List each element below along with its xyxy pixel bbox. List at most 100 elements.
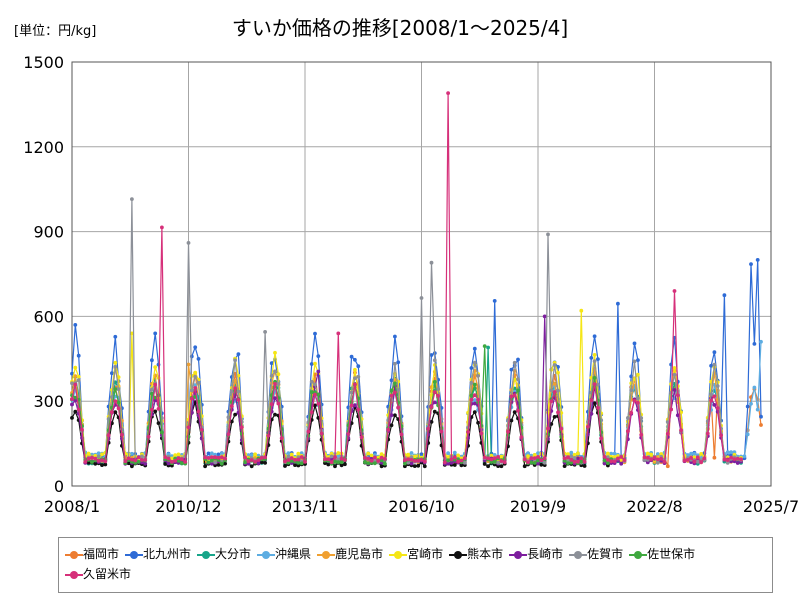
data-point <box>259 460 264 465</box>
data-point <box>432 380 437 384</box>
data-point <box>313 403 317 408</box>
data-point <box>193 370 198 375</box>
data-point <box>296 461 301 465</box>
data-point <box>150 387 154 392</box>
data-point <box>725 461 730 465</box>
data-point <box>692 459 697 464</box>
data-point <box>349 403 354 408</box>
data-point <box>422 459 427 464</box>
data-point <box>136 460 141 464</box>
data-point <box>113 399 118 403</box>
data-point <box>73 398 78 403</box>
data-point <box>429 420 434 424</box>
data-point <box>446 455 450 459</box>
data-point <box>150 407 154 412</box>
data-point <box>289 452 294 457</box>
data-point <box>173 453 178 458</box>
data-point <box>715 384 720 388</box>
data-point <box>596 406 600 410</box>
data-point <box>83 460 88 464</box>
data-point <box>709 363 713 368</box>
data-point <box>70 397 74 401</box>
data-point <box>236 389 241 394</box>
data-point <box>93 456 98 461</box>
data-point <box>353 376 357 381</box>
data-point <box>160 225 164 230</box>
data-point <box>273 350 277 355</box>
data-point <box>476 374 480 378</box>
data-point <box>572 452 577 457</box>
data-point <box>389 423 394 428</box>
data-point <box>163 455 168 460</box>
data-point <box>336 460 341 465</box>
data-point <box>113 387 118 391</box>
series-line <box>71 341 762 459</box>
x-tick-label: 2013/11 <box>272 497 338 516</box>
data-point <box>509 418 514 423</box>
data-point <box>602 455 607 459</box>
data-point <box>73 395 78 400</box>
data-point <box>90 455 94 460</box>
data-point <box>516 377 520 382</box>
data-point <box>193 374 198 379</box>
data-point <box>589 356 594 360</box>
data-point <box>323 457 327 462</box>
data-point <box>705 431 710 436</box>
data-point <box>529 460 534 465</box>
data-point <box>379 452 384 456</box>
data-point <box>556 388 560 393</box>
data-point <box>739 457 743 462</box>
series-2 <box>70 258 763 463</box>
data-point <box>236 352 241 356</box>
data-point <box>373 461 377 466</box>
data-point <box>546 426 550 431</box>
legend-item: 宮崎市 <box>389 544 443 564</box>
data-point <box>293 457 297 462</box>
data-point <box>512 377 517 382</box>
data-point <box>542 456 547 461</box>
data-point <box>403 461 407 466</box>
data-point <box>619 461 624 466</box>
data-point <box>755 258 760 262</box>
x-tick-label: 2022/8 <box>626 497 682 516</box>
data-point <box>655 460 660 465</box>
data-point <box>209 458 214 463</box>
data-point <box>249 464 254 469</box>
data-point <box>156 421 161 425</box>
series-line <box>71 259 762 463</box>
data-point <box>73 323 78 327</box>
data-point <box>512 386 517 391</box>
data-point <box>203 464 208 469</box>
data-point <box>266 433 271 438</box>
data-point <box>679 428 683 432</box>
data-point <box>249 458 254 462</box>
legend-marker-icon <box>629 550 648 559</box>
data-point <box>665 464 670 469</box>
data-point <box>579 456 584 460</box>
data-point <box>406 460 411 465</box>
data-point <box>426 426 431 431</box>
data-point <box>233 412 238 417</box>
data-point <box>196 357 201 361</box>
data-point <box>256 458 261 462</box>
data-point <box>589 411 594 416</box>
data-point <box>206 456 211 460</box>
data-point <box>592 359 597 363</box>
data-point <box>749 401 753 406</box>
data-point <box>319 431 324 436</box>
data-point <box>363 456 367 460</box>
data-point <box>329 451 334 456</box>
data-point <box>146 434 151 439</box>
data-point <box>492 456 497 461</box>
data-point <box>662 460 667 464</box>
data-point <box>446 451 450 456</box>
data-point <box>213 455 218 460</box>
legend-marker-icon <box>317 550 336 559</box>
data-point <box>516 388 520 393</box>
data-point <box>536 451 540 455</box>
data-point <box>199 428 204 432</box>
data-point <box>655 452 660 456</box>
data-point <box>472 360 477 365</box>
data-point <box>189 388 194 393</box>
data-point <box>283 459 287 464</box>
